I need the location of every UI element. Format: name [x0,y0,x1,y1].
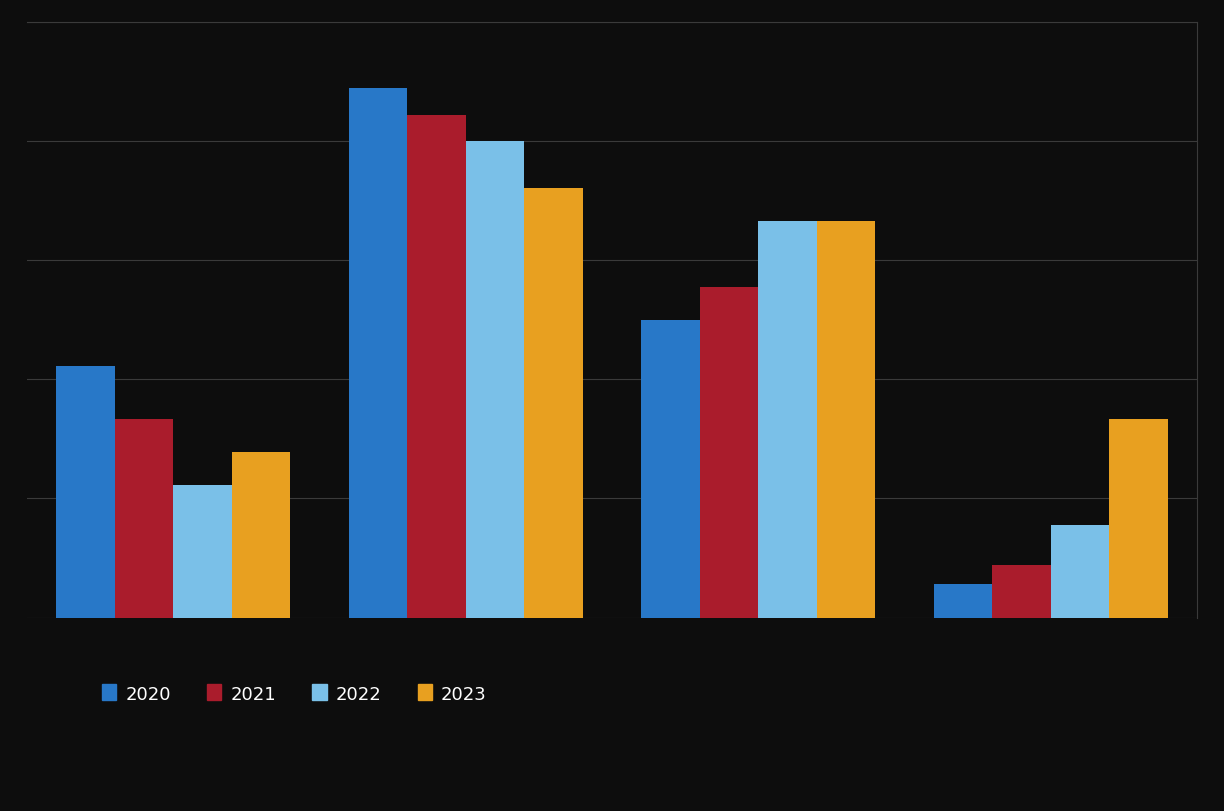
Bar [1050,526,1109,618]
Bar [816,221,875,618]
Bar [408,116,466,618]
Bar [466,142,524,618]
Bar [641,320,700,618]
Bar [115,419,174,618]
Bar [56,367,115,618]
Bar [524,188,583,618]
Bar [349,89,408,618]
Bar [700,287,758,618]
Bar [934,585,993,618]
Bar [231,453,290,618]
Bar [993,565,1050,618]
Bar [174,486,231,618]
Bar [758,221,816,618]
Bar [1109,419,1168,618]
Legend: 2020, 2021, 2022, 2023: 2020, 2021, 2022, 2023 [94,677,494,710]
